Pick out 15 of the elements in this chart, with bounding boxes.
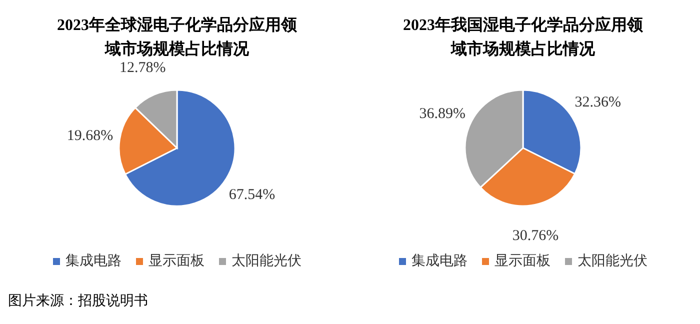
data-label: 30.76% xyxy=(512,228,559,244)
data-label: 32.36% xyxy=(574,94,621,111)
chart-title: 2023年全球湿电子化学品分应用领域市场规模占比情况 xyxy=(57,17,297,58)
legend-label: 显示面板 xyxy=(148,253,204,269)
text: 图片来源：招股说明书 xyxy=(8,292,148,310)
data-label: 67.54% xyxy=(228,187,276,204)
data-label: 19.68% xyxy=(66,128,114,144)
data-label: 36.89% xyxy=(419,106,466,122)
legend-label: 显示面板 xyxy=(494,253,550,269)
legend-label: 太阳能光伏 xyxy=(230,253,302,269)
data-label: 12.78% xyxy=(119,60,166,76)
legend-label: 太阳能光伏 xyxy=(576,253,648,269)
chart-title: 2023年我国湿电子化学品分应用领域市场规模占比情况 xyxy=(402,15,644,60)
legend-label: 集成电路 xyxy=(410,253,468,269)
legend-label: 集成电路 xyxy=(64,253,122,269)
